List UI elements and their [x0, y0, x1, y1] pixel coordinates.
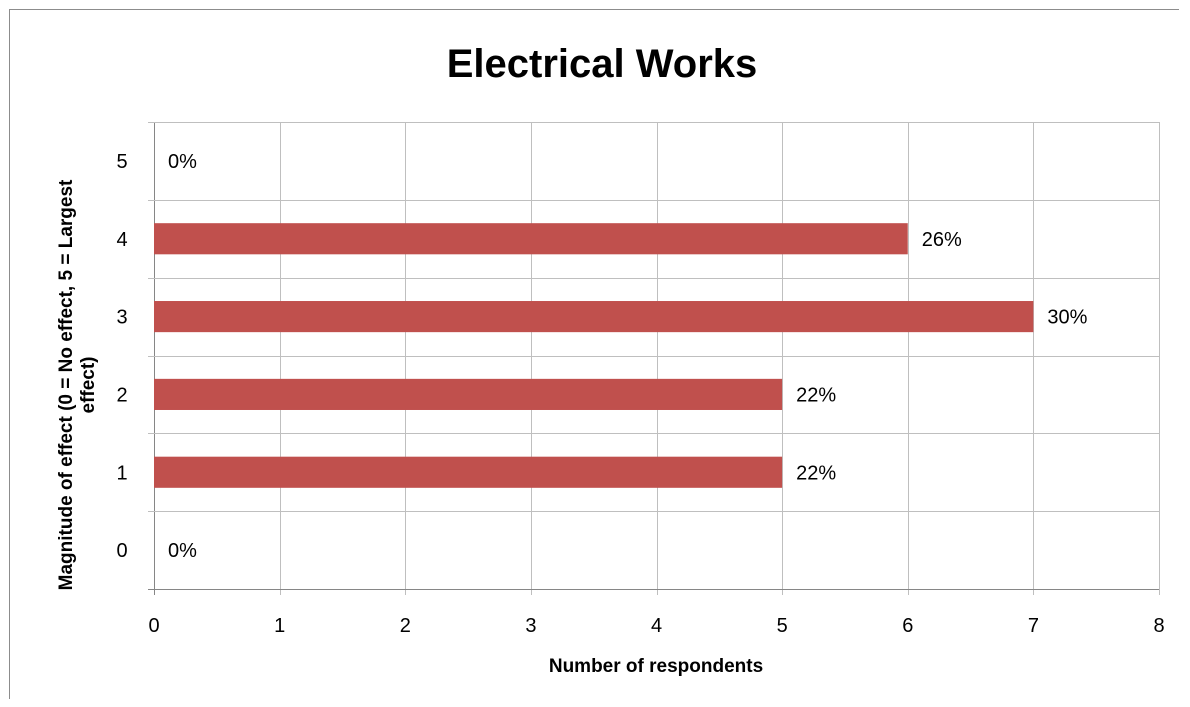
x-tick-label: 7 [1028, 615, 1039, 637]
y-tick-label: 3 [116, 307, 127, 329]
gridlines [148, 122, 1160, 595]
x-tick-label: 2 [400, 615, 411, 637]
x-axis-title: Number of respondents [549, 656, 763, 677]
data-label: 26% [922, 229, 962, 251]
bar [154, 378, 783, 410]
x-tick-label: 4 [651, 615, 662, 637]
data-label: 22% [796, 462, 836, 484]
x-tick-label: 5 [777, 615, 788, 637]
x-tick-labels: 0 1 2 3 4 5 6 7 8 [148, 615, 1164, 637]
bar [154, 456, 783, 488]
bars [154, 223, 1034, 488]
y-tick-label: 1 [116, 462, 127, 484]
y-tick-labels: 0 1 2 3 4 5 [116, 151, 127, 562]
y-tick-label: 0 [116, 540, 127, 562]
y-tick-label: 5 [116, 151, 127, 173]
chart-title: Electrical Works [447, 42, 758, 86]
x-tick-label: 6 [902, 615, 913, 637]
x-tick-label: 8 [1153, 615, 1164, 637]
data-label: 0% [168, 540, 197, 562]
x-tick-label: 1 [274, 615, 285, 637]
bar [154, 301, 1034, 333]
bar [154, 223, 908, 255]
data-label: 30% [1047, 307, 1087, 329]
y-tick-label: 4 [116, 229, 127, 251]
y-axis-title: Magnitude of effect (0 = No effect, 5 = … [56, 179, 99, 590]
data-label: 0% [168, 151, 197, 173]
chart-frame [9, 9, 1179, 699]
data-labels: 0% 22% 22% 30% 26% 0% [168, 151, 1088, 562]
y-tick-label: 2 [116, 384, 127, 406]
x-tick-label: 0 [148, 615, 159, 637]
data-label: 22% [796, 384, 836, 406]
x-tick-label: 3 [525, 615, 536, 637]
